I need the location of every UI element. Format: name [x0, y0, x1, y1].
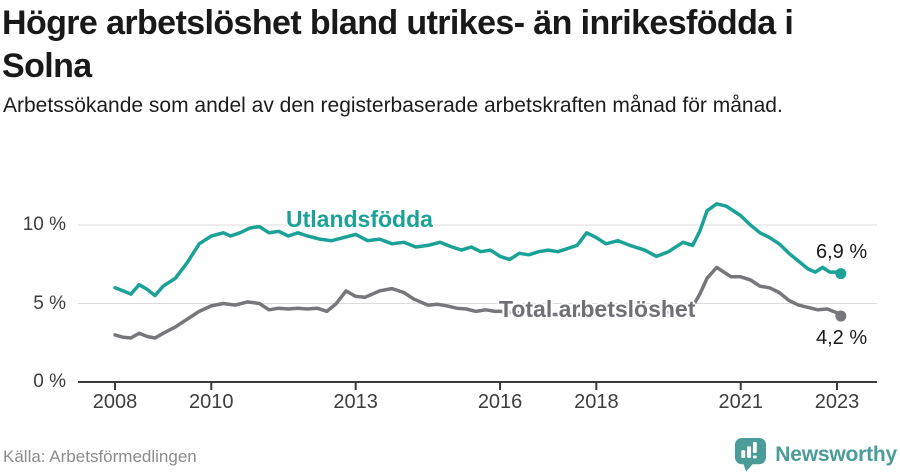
- x-axis-tick-label: 2023: [814, 391, 860, 413]
- page-subtitle: Arbetssökande som andel av den registerb…: [3, 94, 783, 117]
- newsworthy-logo: Newsworthy: [734, 437, 897, 472]
- x-axis-tick-label: 2016: [477, 391, 523, 413]
- y-axis-tick-label: 10 %: [22, 214, 66, 235]
- source-note: Källa: Arbetsförmedlingen: [3, 447, 197, 466]
- x-axis-tick-label: 2008: [92, 391, 138, 413]
- x-axis-tick-label: 2013: [333, 391, 378, 413]
- brand-wordmark: Newsworthy: [775, 442, 897, 466]
- page-title: Högre arbetslöshet bland utrikes- än inr…: [2, 4, 794, 85]
- series-label-total-arbetsloshet: Total arbetslöshet: [499, 296, 696, 322]
- y-axis-tick-label: 0 %: [33, 371, 66, 392]
- newsworthy-speech-bubble-bar-chart-icon: [735, 438, 767, 472]
- end-value-label-utlandsfodda: 6,9 %: [816, 241, 868, 263]
- end-value-label-total-arbetsloshet: 4,2 %: [816, 327, 868, 349]
- x-axis-tick-label: 2021: [718, 391, 763, 413]
- y-axis-tick-label: 5 %: [33, 292, 66, 314]
- x-axis-tick-label: 2018: [574, 391, 619, 413]
- x-axis-tick-label: 2010: [189, 391, 234, 413]
- series-label-utlandsfodda: Utlandsfödda: [286, 206, 433, 232]
